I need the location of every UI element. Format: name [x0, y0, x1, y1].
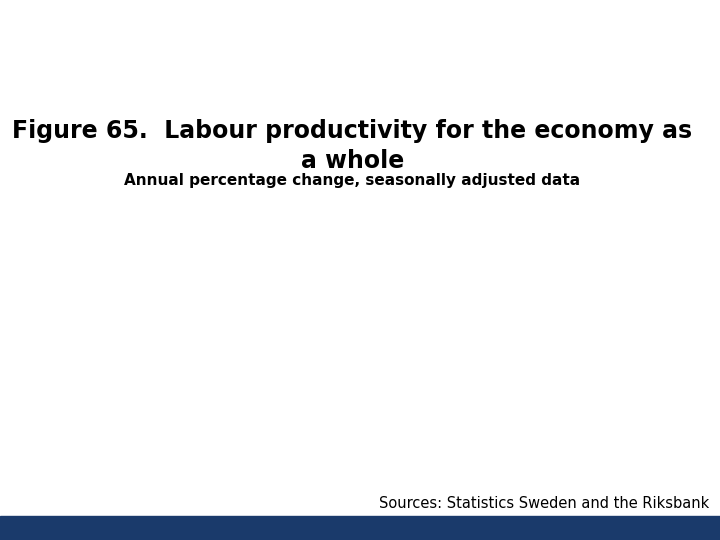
Text: RIKSBANK: RIKSBANK — [651, 78, 688, 83]
Text: SVERIGES: SVERIGES — [652, 66, 687, 71]
Text: Annual percentage change, seasonally adjusted data: Annual percentage change, seasonally adj… — [124, 173, 580, 188]
Text: Figure 65.  Labour productivity for the economy as
a whole: Figure 65. Labour productivity for the e… — [12, 119, 693, 173]
Text: ⚜: ⚜ — [664, 29, 675, 42]
Text: Sources: Statistics Sweden and the Riksbank: Sources: Statistics Sweden and the Riksb… — [379, 496, 709, 511]
